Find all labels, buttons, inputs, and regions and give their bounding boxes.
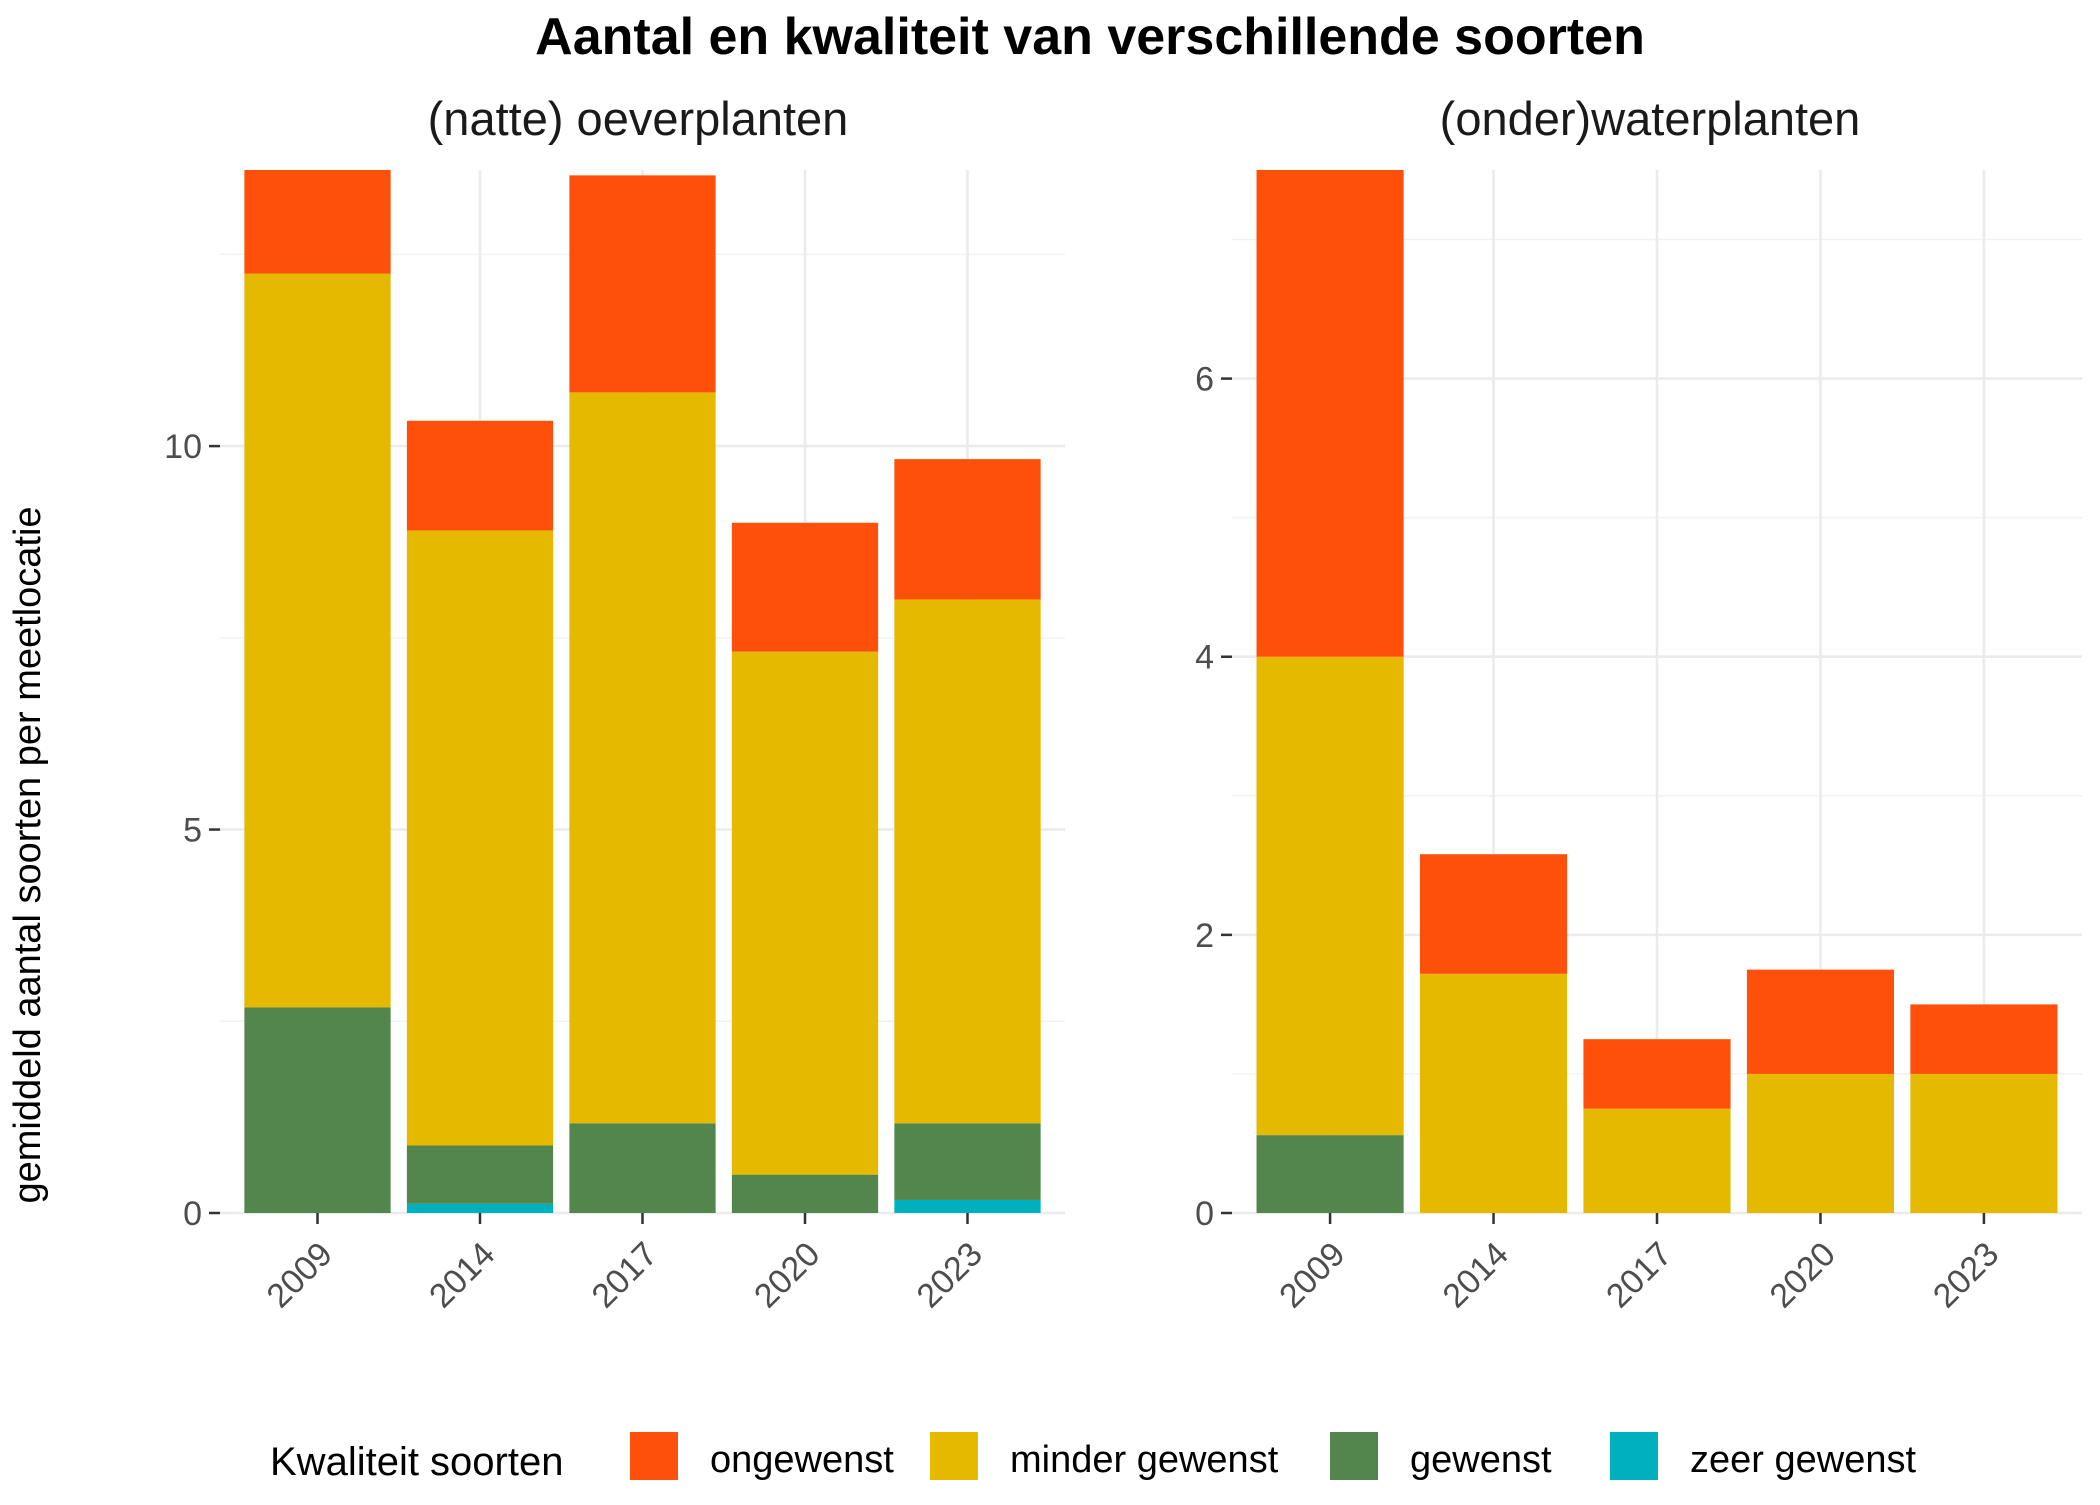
x-tick-label: 2017 bbox=[585, 1235, 665, 1315]
x-tick-label: 2020 bbox=[1763, 1235, 1843, 1315]
y-tick-label: 2 bbox=[1195, 917, 1214, 955]
bar-segment-ongewenst-2009 bbox=[244, 170, 391, 274]
x-tick-label: 2023 bbox=[1926, 1235, 2006, 1315]
y-tick-label: 5 bbox=[183, 812, 202, 850]
bar-segment-ongewenst-2009 bbox=[1256, 170, 1404, 657]
bar-segment-minder-gewenst-2009 bbox=[244, 273, 391, 1008]
panel-title: (onder)waterplanten bbox=[1440, 92, 1861, 145]
x-tick-label: 2014 bbox=[1436, 1235, 1516, 1315]
legend-title: Kwaliteit soorten bbox=[270, 1440, 563, 1484]
bar-segment-minder-gewenst-2009 bbox=[1256, 656, 1404, 1136]
bar-segment-minder-gewenst-2023 bbox=[894, 599, 1041, 1124]
panel-1: (natte) oeverplanten 0 5 10 2009 2014 2017 2020… bbox=[164, 92, 1065, 1315]
legend: Kwaliteit soorten ongewenst minder gewens… bbox=[270, 1432, 1916, 1484]
x-tick-label: 2009 bbox=[260, 1235, 340, 1315]
x-tick-label: 2014 bbox=[422, 1235, 502, 1315]
x-tick-label: 2023 bbox=[910, 1235, 990, 1315]
panel-2: (onder)waterplanten 0 2 4 6 2009 2014 2017 2020 2… bbox=[1195, 92, 2082, 1315]
bar-segment-gewenst-2009 bbox=[1256, 1135, 1404, 1213]
bars bbox=[244, 170, 1041, 1213]
legend-label: zeer gewenst bbox=[1690, 1439, 1916, 1481]
bars bbox=[1256, 170, 2058, 1213]
bar-segment-ongewenst-2023 bbox=[894, 459, 1041, 600]
legend-key-ongewenst bbox=[630, 1432, 678, 1480]
bar-segment-minder-gewenst-2020 bbox=[731, 651, 879, 1175]
y-tick-label: 10 bbox=[164, 428, 202, 466]
bar-segment-ongewenst-2017 bbox=[569, 175, 716, 393]
panel-title: (natte) oeverplanten bbox=[428, 92, 849, 145]
bar-segment-gewenst-2020 bbox=[731, 1174, 879, 1213]
bar-segment-minder-gewenst-2014 bbox=[406, 530, 554, 1146]
bar-segment-minder-gewenst-2023 bbox=[1910, 1073, 2058, 1213]
bar-segment-ongewenst-2020 bbox=[1746, 969, 1895, 1074]
legend-label: ongewenst bbox=[710, 1439, 894, 1481]
bar-segment-minder-gewenst-2014 bbox=[1419, 973, 1568, 1213]
legend-key-gewenst bbox=[1330, 1432, 1378, 1480]
y-tick-label: 6 bbox=[1195, 361, 1214, 399]
x-tick-label: 2020 bbox=[747, 1235, 827, 1315]
x-tick-label: 2017 bbox=[1599, 1235, 1679, 1315]
x-tick-label: 2009 bbox=[1272, 1235, 1352, 1315]
y-tick-label: 0 bbox=[1195, 1195, 1214, 1233]
legend-key-zeer-gewenst bbox=[1610, 1432, 1658, 1480]
bar-segment-minder-gewenst-2020 bbox=[1746, 1073, 1895, 1213]
chart-title: Aantal en kwaliteit van verschillende so… bbox=[535, 8, 1645, 66]
bar-segment-gewenst-2017 bbox=[569, 1123, 716, 1213]
bar-segment-ongewenst-2023 bbox=[1910, 1004, 2058, 1074]
y-tick-label: 4 bbox=[1195, 639, 1214, 677]
bar-segment-ongewenst-2014 bbox=[406, 420, 554, 531]
bar-segment-gewenst-2023 bbox=[894, 1123, 1041, 1200]
legend-key-minder-gewenst bbox=[930, 1432, 978, 1480]
bar-segment-minder-gewenst-2017 bbox=[1583, 1108, 1731, 1213]
y-tick-label: 0 bbox=[183, 1195, 202, 1233]
bar-segment-ongewenst-2020 bbox=[731, 522, 879, 652]
legend-label: gewenst bbox=[1410, 1439, 1552, 1481]
bar-segment-gewenst-2014 bbox=[406, 1145, 554, 1204]
legend-label: minder gewenst bbox=[1010, 1439, 1279, 1481]
bar-segment-ongewenst-2017 bbox=[1583, 1039, 1731, 1109]
bar-segment-gewenst-2009 bbox=[244, 1007, 391, 1213]
bar-segment-ongewenst-2014 bbox=[1419, 854, 1568, 974]
bar-segment-minder-gewenst-2017 bbox=[569, 392, 716, 1124]
bar-segment-zeer-gewenst-2023 bbox=[894, 1199, 1041, 1213]
y-axis-title: gemiddeld aantal soorten per meetlocatie bbox=[7, 506, 49, 1203]
bar-segment-zeer-gewenst-2014 bbox=[406, 1203, 554, 1213]
